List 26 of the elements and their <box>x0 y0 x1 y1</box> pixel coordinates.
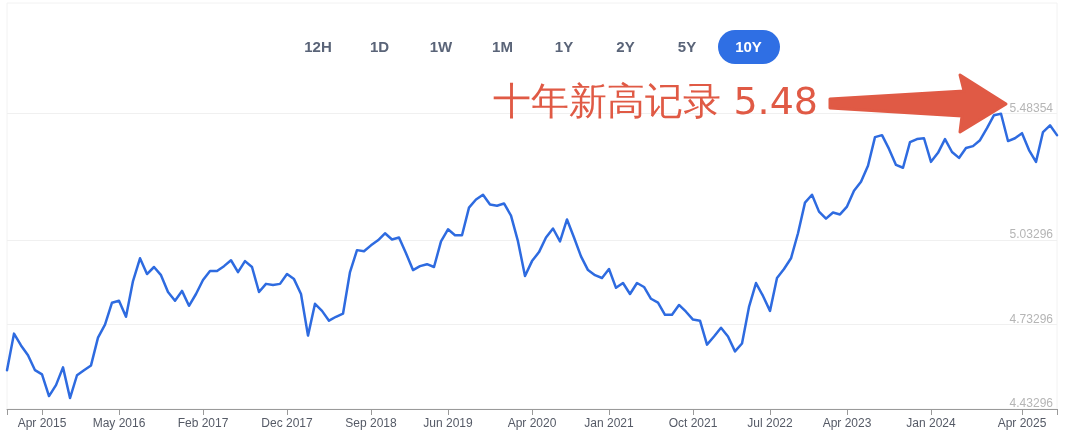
x-tick-label: Feb 2017 <box>177 416 229 430</box>
x-tick-label: Dec 2017 <box>261 416 314 430</box>
y-tick-label: 4.43296 <box>1009 396 1054 410</box>
x-tick-label: May 2016 <box>92 416 146 430</box>
x-tick-label: Apr 2015 <box>17 416 67 430</box>
range-button[interactable]: 1Y <box>533 30 595 64</box>
x-tick-label: Apr 2020 <box>507 416 557 430</box>
x-tick-label: Apr 2023 <box>822 416 872 430</box>
x-tick-label: Jan 2024 <box>906 416 957 430</box>
x-tick-label: Jun 2019 <box>423 416 474 430</box>
x-tick-label: Oct 2021 <box>668 416 718 430</box>
x-tick-label: Jul 2022 <box>747 416 794 430</box>
x-tick-label: Apr 2025 <box>997 416 1047 430</box>
y-tick-label: 4.73296 <box>1009 311 1054 326</box>
range-button[interactable]: 5Y <box>656 30 718 64</box>
annotation: 十年新高记录 5.48 <box>493 77 818 125</box>
y-tick-label: 5.03296 <box>1009 227 1054 242</box>
range-button[interactable]: 1D <box>348 30 411 64</box>
range-button[interactable]: 2Y <box>594 30 657 64</box>
y-tick-label: 5.48354 <box>1009 100 1054 115</box>
range-button[interactable]: 10Y <box>717 30 780 64</box>
range-button[interactable]: 12H <box>287 30 349 64</box>
range-button[interactable]: 1W <box>410 30 472 64</box>
range-button[interactable]: 1M <box>471 30 534 64</box>
x-tick-label: Jan 2021 <box>584 416 635 430</box>
x-tick-label: Sep 2018 <box>345 416 398 430</box>
